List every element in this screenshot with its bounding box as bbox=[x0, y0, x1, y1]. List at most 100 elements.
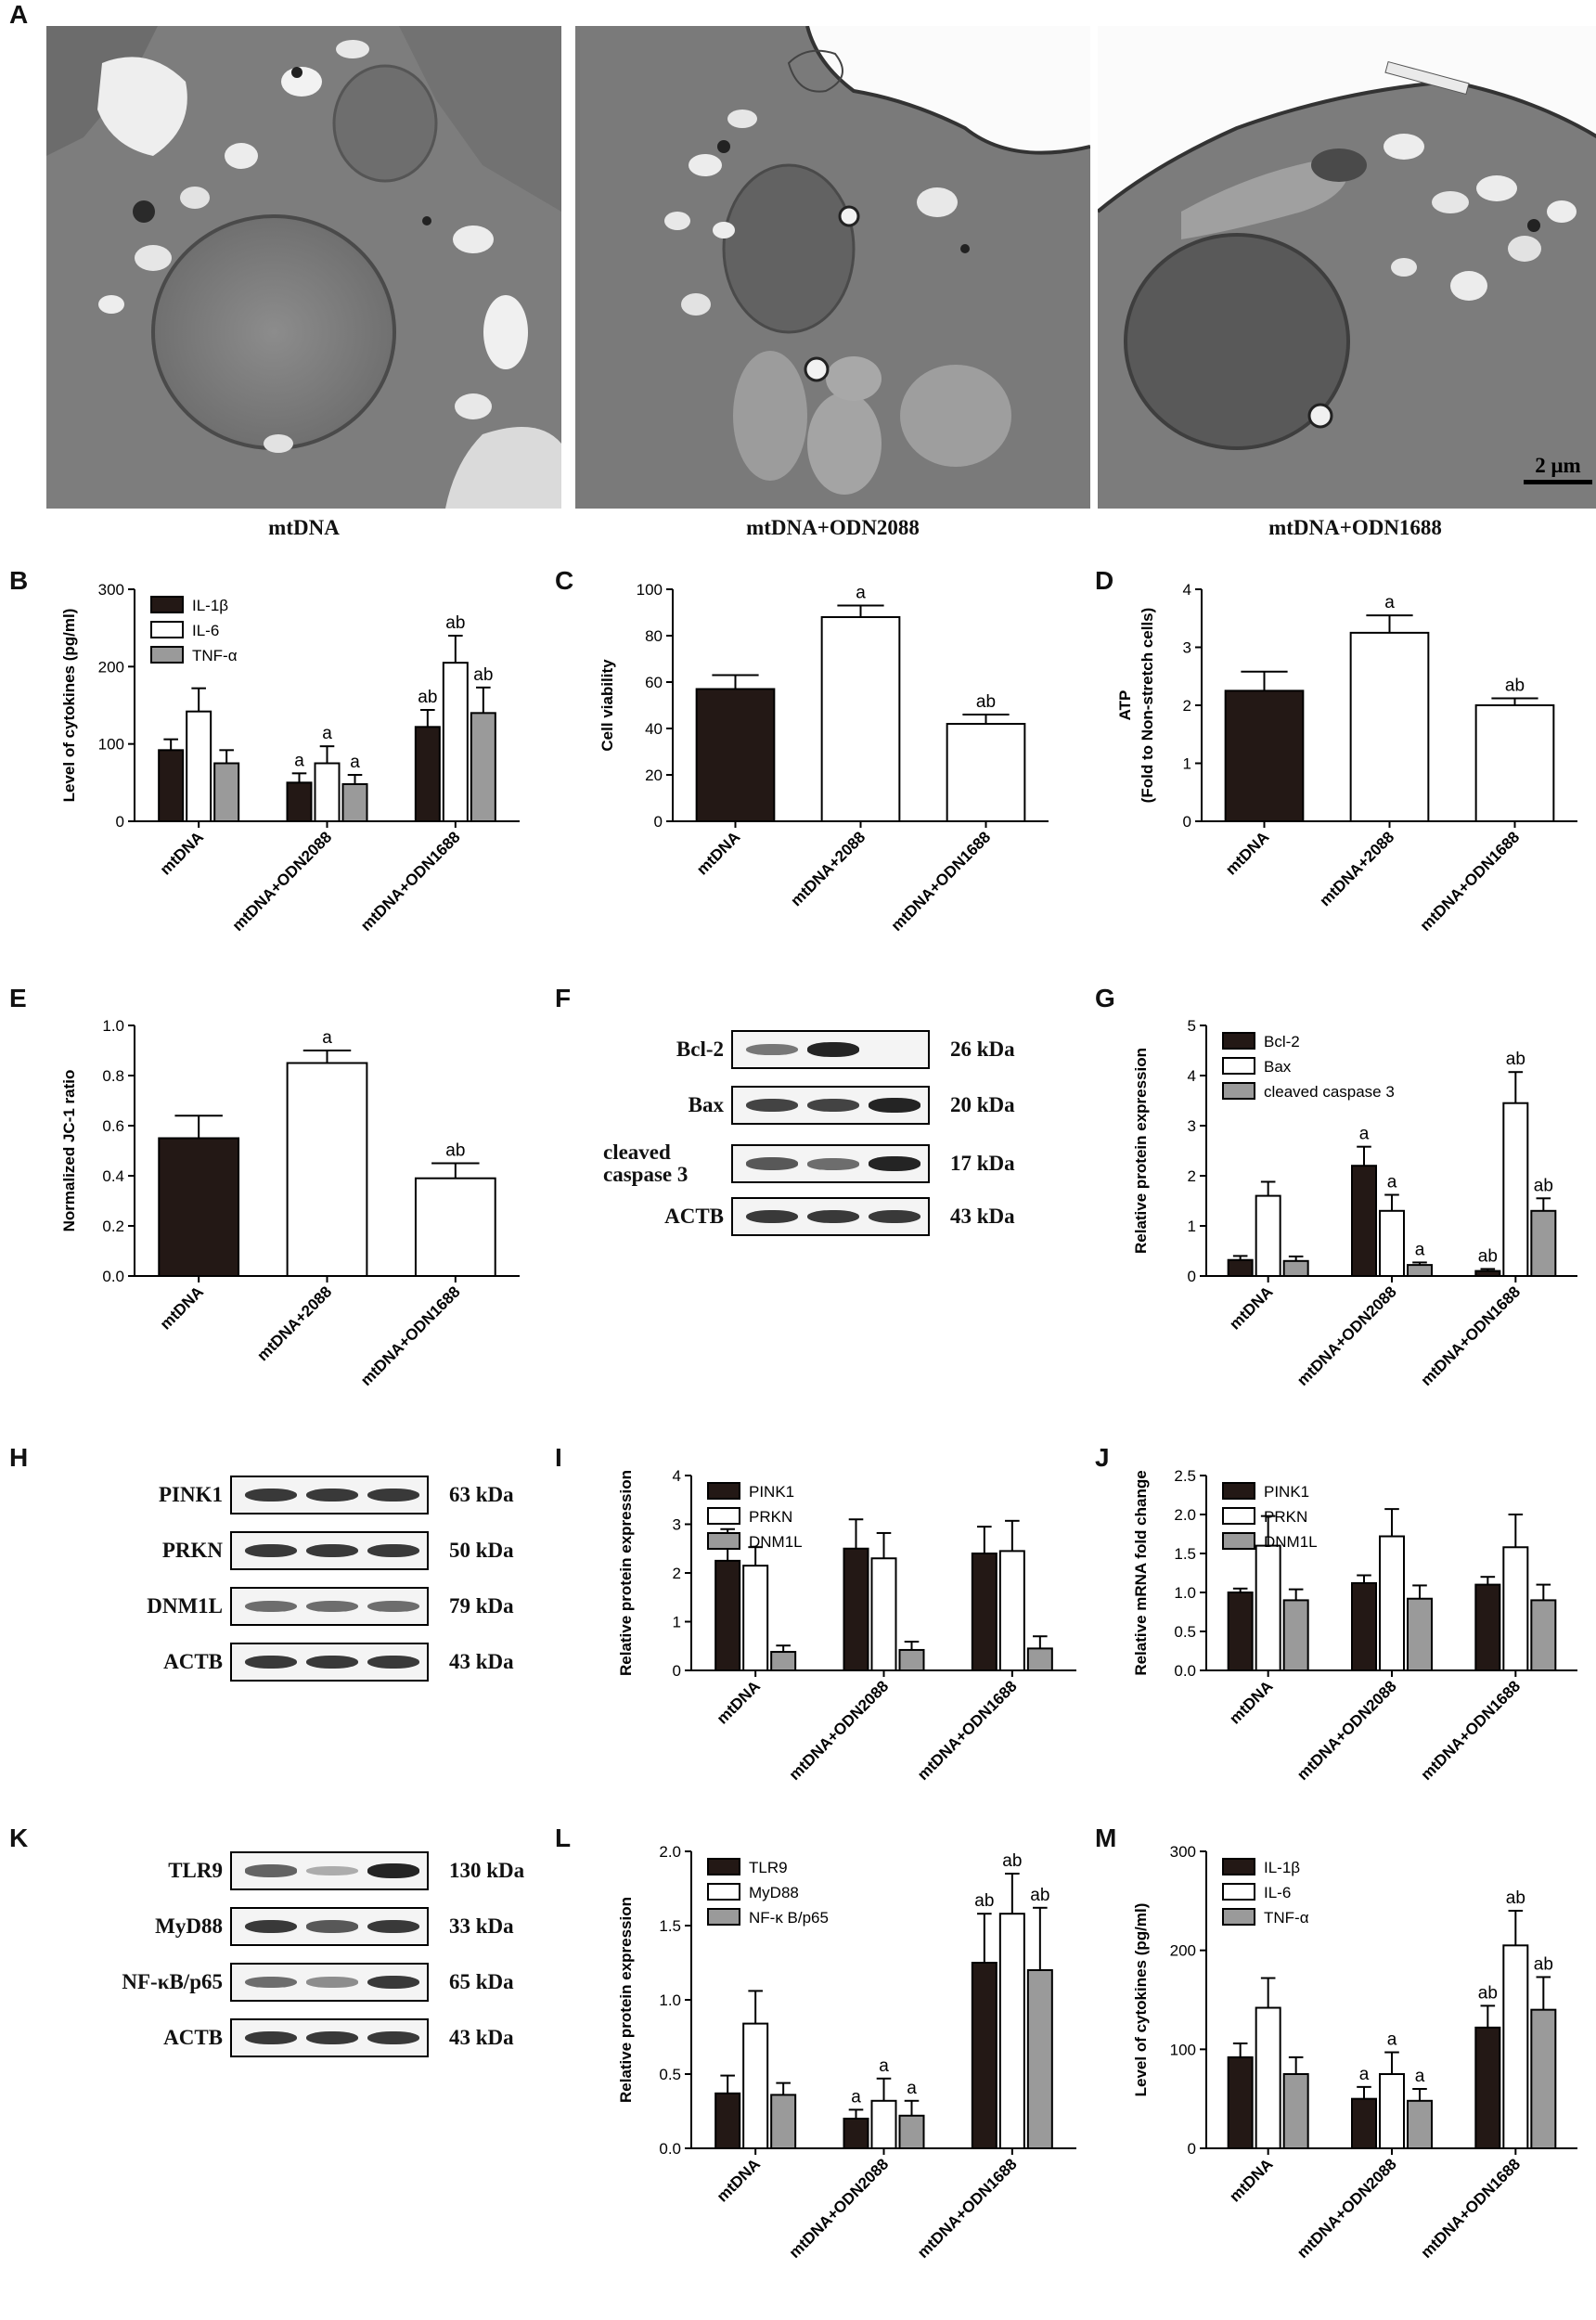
x-tick-label: mtDNA+ODN2088 bbox=[786, 2155, 893, 2262]
scale-bar-label: 2 μm bbox=[1535, 454, 1581, 477]
x-tick-label: mtDNA+ODN1688 bbox=[888, 828, 995, 934]
y-tick-label: 2.0 bbox=[659, 1843, 681, 1861]
blot-band bbox=[245, 1600, 297, 1613]
x-tick-label: mtDNA bbox=[1226, 2155, 1276, 2205]
y-tick-label: 0.2 bbox=[102, 1218, 124, 1235]
blot-protein-label: PINK1 bbox=[159, 1482, 223, 1506]
legend-label: Bax bbox=[1264, 1058, 1292, 1076]
legend-swatch bbox=[1222, 1883, 1255, 1901]
bar bbox=[898, 2114, 925, 2149]
y-tick-label: 1.0 bbox=[1174, 1584, 1196, 1602]
y-tick-label: 0.5 bbox=[659, 2066, 681, 2083]
y-axis-label: Normalized JC-1 ratio bbox=[60, 1070, 78, 1232]
panel-label-i: I bbox=[555, 1443, 562, 1472]
bar bbox=[1407, 2099, 1433, 2149]
y-tick-label: 4 bbox=[673, 1467, 681, 1485]
bar bbox=[998, 1913, 1025, 2149]
bar bbox=[946, 723, 1026, 822]
blot-kda-label: 26 kDa bbox=[950, 1038, 1015, 1061]
legend-label: PINK1 bbox=[1264, 1483, 1309, 1501]
x-tick-label: mtDNA bbox=[1226, 1677, 1276, 1727]
significance-label: ab bbox=[976, 692, 996, 712]
significance-label: ab bbox=[445, 1141, 465, 1161]
blot-band bbox=[367, 1543, 419, 1558]
y-tick-label: 4 bbox=[1188, 1067, 1196, 1085]
bar bbox=[843, 2118, 869, 2149]
y-tick-label: 60 bbox=[645, 674, 663, 691]
legend-swatch bbox=[150, 646, 184, 664]
bar bbox=[1026, 1969, 1053, 2149]
y-tick-label: 300 bbox=[1170, 1843, 1196, 1861]
bar bbox=[770, 1651, 797, 1672]
blot-band bbox=[306, 1655, 358, 1669]
significance-label: ab bbox=[1478, 1983, 1498, 2003]
legend-swatch bbox=[1222, 1482, 1255, 1500]
bar bbox=[414, 726, 441, 822]
em-caption-mtdna-odn2088: mtDNA+ODN2088 bbox=[746, 516, 920, 539]
bar bbox=[314, 762, 341, 822]
x-tick-label: mtDNA+ODN2088 bbox=[229, 828, 336, 934]
blot-band bbox=[367, 2030, 419, 2045]
significance-label: ab bbox=[1002, 1851, 1022, 1871]
bar bbox=[1530, 1209, 1557, 1277]
chart-m-cytokines: 0 100 200 300 Level of cytokines (pg/ml) mtDN… bbox=[1132, 1843, 1577, 2262]
bar bbox=[1227, 1592, 1254, 1671]
bar bbox=[1474, 2026, 1501, 2149]
x-tick-label: mtDNA+ODN1688 bbox=[1418, 1677, 1525, 1784]
blot-band bbox=[245, 1655, 297, 1669]
x-tick-label: mtDNA+2088 bbox=[787, 828, 869, 909]
blot-band bbox=[245, 1543, 297, 1558]
x-tick-label: mtDNA+ODN1688 bbox=[1418, 2155, 1525, 2262]
legend-label: DNM1L bbox=[749, 1533, 803, 1551]
bar bbox=[1227, 2056, 1254, 2149]
bar bbox=[414, 1177, 496, 1277]
em-image-mtdna-odn2088 bbox=[575, 26, 1090, 509]
blot-protein-label: MyD88 bbox=[155, 1914, 223, 1938]
bar bbox=[1351, 1581, 1377, 1671]
significance-label: a bbox=[851, 2087, 861, 2107]
x-tick-label: mtDNA bbox=[714, 2155, 764, 2205]
blot-band bbox=[245, 1919, 297, 1934]
blot-band bbox=[367, 1975, 419, 1990]
chart-c-cell-viability: 0 20 40 60 80 100 Cell viability mtDNA mtDNA+208… bbox=[598, 581, 1049, 934]
y-tick-label: 1.5 bbox=[659, 1917, 681, 1935]
legend-label: IL-6 bbox=[192, 622, 219, 639]
bar bbox=[1407, 1264, 1433, 1277]
blot-band bbox=[367, 1600, 419, 1613]
bar bbox=[213, 762, 240, 822]
bar bbox=[1502, 1944, 1529, 2150]
chart-j-mitophagy-mrna: 0.0 0.5 1.0 1.5 2.0 2.5 Relative mRNA fold cha… bbox=[1132, 1467, 1577, 1784]
blot-row: NF-κB/p65 65 kDa bbox=[102, 1963, 514, 2002]
significance-label: ab bbox=[1534, 1176, 1553, 1195]
bar bbox=[770, 2094, 797, 2149]
x-tick-label: mtDNA+ODN1688 bbox=[357, 1282, 464, 1389]
scale-bar: 2 μm bbox=[1524, 454, 1592, 484]
y-tick-label: 2 bbox=[1188, 1167, 1196, 1185]
significance-label: a bbox=[322, 724, 332, 743]
legend-label: TLR9 bbox=[749, 1859, 788, 1876]
blot-band bbox=[245, 1864, 297, 1877]
bar bbox=[1282, 2073, 1309, 2149]
x-tick-label: mtDNA+2088 bbox=[253, 1282, 335, 1364]
y-tick-label: 1 bbox=[1183, 755, 1191, 773]
blot-band bbox=[367, 1488, 419, 1502]
blot-strip bbox=[230, 1851, 429, 1890]
y-tick-label: 0.0 bbox=[102, 1268, 124, 1285]
blot-strip bbox=[230, 1907, 429, 1946]
significance-label: ab bbox=[1506, 1888, 1525, 1908]
blot-band bbox=[807, 1098, 859, 1113]
blot-kda-label: 43 kDa bbox=[449, 2026, 514, 2049]
blot-band bbox=[245, 1976, 297, 1989]
y-tick-label: 2.0 bbox=[1174, 1506, 1196, 1524]
scale-bar-line bbox=[1524, 480, 1592, 484]
em-image-mtdna-odn1688: 2 μm bbox=[1098, 26, 1596, 509]
x-tick-label: mtDNA+ODN1688 bbox=[1418, 1282, 1525, 1389]
y-tick-label: 0 bbox=[654, 813, 663, 831]
bar bbox=[1474, 1583, 1501, 1672]
significance-label: a bbox=[1415, 1240, 1425, 1259]
legend-swatch bbox=[1222, 1532, 1255, 1550]
legend-label: IL-6 bbox=[1264, 1884, 1291, 1901]
x-tick-label: mtDNA bbox=[157, 1282, 207, 1333]
blot-strip bbox=[230, 2018, 429, 2057]
blot-strip bbox=[230, 1643, 429, 1682]
